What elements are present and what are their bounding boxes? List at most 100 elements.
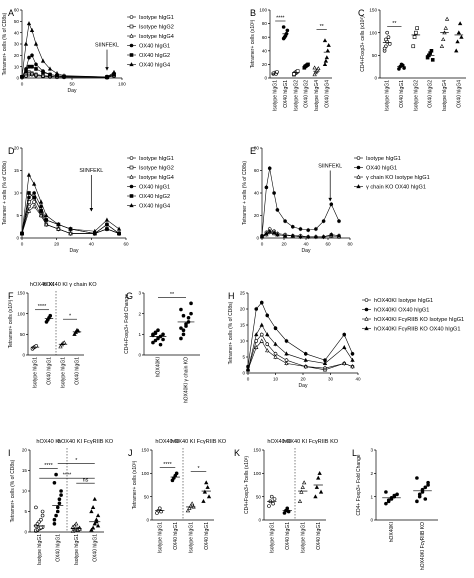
y-tick-label: 100 (259, 8, 267, 13)
legend-item-label: Isotype hIgG2 (139, 166, 174, 172)
data-point (271, 230, 277, 234)
data-point (272, 191, 276, 195)
data-point (385, 30, 389, 35)
data-point (27, 55, 31, 60)
data-point (457, 21, 463, 26)
y-tick-label: 50 (14, 19, 20, 24)
data-point (104, 217, 110, 222)
data-point (269, 494, 274, 499)
data-point (206, 494, 212, 499)
category-points (185, 501, 196, 513)
data-point (59, 489, 63, 493)
y-axis-label: Tetramer + cells (% of CD8s) (242, 161, 248, 225)
data-point (314, 484, 320, 489)
category-label: Isotype hIgG2 (293, 80, 299, 111)
y-tick-label: 5 (242, 355, 245, 360)
data-point (384, 501, 388, 506)
category-points (52, 472, 64, 526)
data-point (386, 498, 391, 502)
data-point (254, 307, 259, 311)
legend: Isotype hIgG1 Isotype hIgG2 Isotype hIgG4 O… (127, 156, 174, 210)
y-axis-label: Tetramer+ cells (% of CD8s) (228, 301, 234, 364)
y-tick-label: 100 (253, 471, 261, 476)
legend-marker (129, 53, 134, 57)
legend-marker (129, 156, 134, 160)
panel-L: L 0 1 2 3 CD4+ Foxp3+ Fold Change hOX40KI hOX40… (352, 448, 438, 570)
data-point (104, 74, 110, 79)
series-line (21, 192, 120, 234)
data-point (27, 191, 31, 195)
data-point (52, 517, 57, 522)
data-point (412, 35, 417, 40)
data-point (417, 492, 422, 497)
data-point (316, 475, 321, 480)
y-tick-label: 15 (14, 168, 20, 173)
data-point (26, 21, 32, 26)
x-tick-label: 30 (328, 377, 334, 382)
annotation-arrowhead (105, 67, 109, 71)
data-point (48, 72, 52, 77)
category-points (267, 494, 277, 508)
data-point (384, 37, 388, 42)
data-point (275, 232, 280, 237)
data-point (324, 55, 329, 60)
data-point (32, 195, 36, 200)
annotation-arrowhead (328, 197, 332, 202)
legend-item-label: γ chain KO Isotype hIgG1 (366, 175, 430, 181)
y-tick-label: 0 (146, 518, 149, 523)
x-tick-label: 40 (89, 242, 95, 247)
data-point (72, 523, 77, 528)
data-point (40, 73, 46, 78)
x-axis-label: Day (68, 88, 77, 94)
significance-label: * (197, 466, 200, 472)
data-point (181, 313, 186, 318)
panel-letter: I (8, 448, 11, 458)
data-point (300, 484, 305, 489)
data-point (322, 367, 328, 372)
data-point (33, 41, 39, 46)
y-tick-label: 60 (254, 168, 260, 173)
data-point (31, 204, 37, 209)
category-label: OX40 hIgG4 (456, 80, 462, 108)
data-point (423, 497, 428, 501)
data-point (423, 485, 428, 490)
series-line (261, 168, 340, 236)
data-point (284, 351, 289, 356)
annotation-arrowhead (89, 208, 94, 212)
category-label: Isotype hIgG1 (188, 522, 194, 553)
legend-item-label: hOX40KI OX40 hIgG1 (374, 308, 429, 314)
data-point (301, 480, 307, 485)
data-point (62, 340, 67, 345)
y-tick-label: 0 (16, 76, 19, 81)
category-label: Isotype hIgG1 (269, 522, 275, 553)
data-point (32, 191, 36, 195)
data-point (326, 43, 331, 47)
y-axis-label: Tetramer+ cells (% of CD8s) (10, 459, 16, 522)
data-point (285, 506, 290, 511)
x-tick-label: 40 (355, 377, 361, 382)
data-point (259, 332, 264, 337)
data-point (40, 513, 45, 518)
data-point (444, 16, 450, 21)
series (260, 166, 341, 238)
data-point (329, 202, 334, 207)
data-point (322, 361, 328, 365)
category-label: hOX40KI γ chain KO (184, 357, 190, 403)
data-point (38, 213, 44, 218)
data-point (265, 313, 270, 318)
x-tick-label: 20 (281, 242, 287, 247)
panel-letter: C (358, 8, 365, 18)
data-point (259, 300, 264, 305)
legend: Isotype hIgG1 OX40 hIgG1 γ chain KO Isotyp… (354, 156, 430, 191)
y-axis-label: Tetramer+ cells (x10³) (132, 460, 138, 509)
data-point (283, 219, 287, 223)
y-tick-label: 150 (17, 291, 25, 296)
data-point (111, 69, 117, 74)
data-point (441, 37, 446, 42)
y-axis-label: Tetramer+ cells (x10³) (8, 299, 14, 348)
x-tick-label: 10 (273, 377, 279, 382)
y-tick-label: 20 (14, 146, 20, 151)
significance-label: * (75, 458, 78, 464)
category-label: Isotype hIgG1 (33, 357, 39, 388)
